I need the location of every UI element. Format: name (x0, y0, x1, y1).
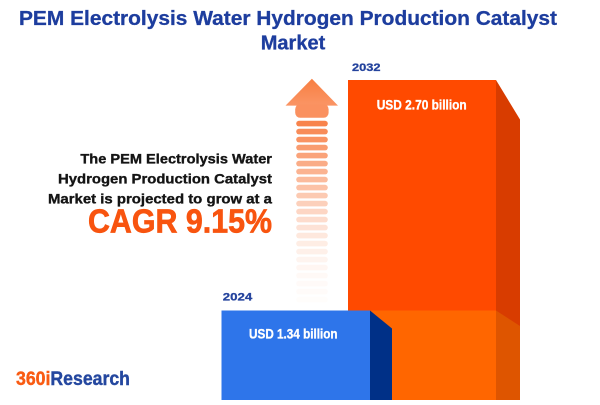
svg-text:The PEM Electrolysis Water: The PEM Electrolysis Water (80, 151, 272, 167)
svg-text:Hydrogen Production Catalyst: Hydrogen Production Catalyst (58, 171, 272, 187)
svg-text:360iResearch: 360iResearch (16, 369, 130, 390)
svg-text:USD 1.34 billion: USD 1.34 billion (249, 327, 338, 342)
svg-text:2024: 2024 (223, 291, 253, 303)
svg-text:Market is projected to grow at: Market is projected to grow at a (48, 191, 272, 207)
svg-text:CAGR 9.15%: CAGR 9.15% (88, 204, 272, 241)
svg-text:2032: 2032 (352, 62, 381, 74)
svg-text:Market: Market (261, 33, 326, 55)
svg-text:PEM Electrolysis Water Hydroge: PEM Electrolysis Water Hydrogen Producti… (19, 8, 557, 30)
svg-text:USD 2.70 billion: USD 2.70 billion (377, 98, 467, 113)
